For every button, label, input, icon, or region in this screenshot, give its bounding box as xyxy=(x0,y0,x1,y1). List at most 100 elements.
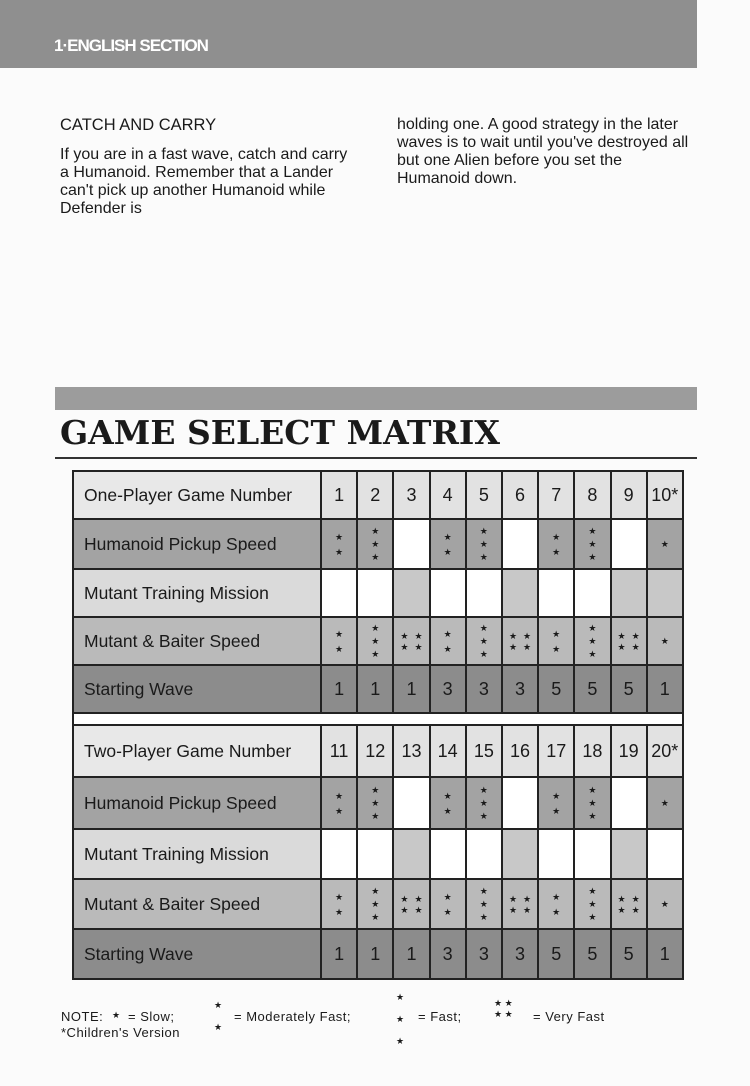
page-title: GAME SELECT MATRIX xyxy=(60,413,500,452)
matrix-cell: ★ ★ ★ xyxy=(575,520,612,568)
matrix-cell xyxy=(611,520,648,568)
matrix-cell xyxy=(322,830,359,878)
matrix-cell: 16 xyxy=(502,726,540,776)
note-prefix: NOTE: xyxy=(61,1009,104,1024)
row-label: Humanoid Pickup Speed xyxy=(74,520,322,568)
matrix-cell: ★ ★ ★ ★ xyxy=(611,880,648,928)
matrix-cell: ★ ★ ★ xyxy=(466,778,503,828)
speed-stars-icon: ★ ★ xyxy=(335,891,344,917)
star-slow-icon: ★ xyxy=(112,1010,121,1020)
matrix-cell xyxy=(611,570,648,616)
matrix-cell: ★ ★ xyxy=(539,520,576,568)
matrix-cell: 8 xyxy=(575,472,612,518)
matrix-cell: 15 xyxy=(466,726,503,776)
matrix-cell: 5 xyxy=(575,930,612,978)
matrix-cell xyxy=(394,830,431,878)
speed-stars-icon: ★ ★ xyxy=(552,891,561,917)
matrix-cell xyxy=(611,778,648,828)
matrix-cell xyxy=(322,570,359,616)
matrix-cell xyxy=(575,570,612,616)
speed-stars-icon: ★ ★ xyxy=(335,790,344,816)
speed-stars-icon: ★ ★ xyxy=(443,531,452,557)
matrix-cell: 7 xyxy=(539,472,576,518)
matrix-cell xyxy=(611,830,648,878)
row-label: Two-Player Game Number xyxy=(74,726,322,776)
matrix-cell: 1 xyxy=(394,930,431,978)
matrix-cell: 10* xyxy=(647,472,682,518)
matrix-row-wave: Starting Wave 1 1 1 3 3 3 5 5 5 1 xyxy=(74,666,682,714)
matrix-cell: 19 xyxy=(611,726,648,776)
article-column-1: CATCH AND CARRY If you are in a fast wav… xyxy=(60,116,360,218)
speed-stars-icon: ★ ★ xyxy=(552,531,561,557)
matrix-cell: ★ ★ xyxy=(430,778,467,828)
speed-stars-icon: ★ ★ ★ xyxy=(479,526,488,562)
speed-stars-icon: ★ ★ ★ xyxy=(588,623,597,659)
speed-stars-icon: ★ ★ ★ ★ xyxy=(617,630,640,652)
matrix-cell: 1 xyxy=(394,666,431,712)
matrix-row-baiter: Mutant & Baiter Speed ★ ★ ★ ★ ★ ★ ★ ★ ★ ★ ★ ★ ★ ★ ★ ★ ★ ★ ★… xyxy=(74,880,682,930)
speed-stars-icon: ★ ★ ★ xyxy=(479,623,488,659)
matrix-cell: 3 xyxy=(466,666,503,712)
matrix-row-game: Two-Player Game Number 11 12 13 14 15 16 17 18 19… xyxy=(74,726,682,778)
speed-stars-icon: ★ xyxy=(660,798,669,808)
matrix-cell: ★ ★ xyxy=(430,618,467,664)
matrix-row-pickup: Humanoid Pickup Speed ★ ★ ★ ★ ★ ★ ★ ★ ★ ★ ★ ★ ★ ★ ★ ★ xyxy=(74,520,682,570)
speed-stars-icon: ★ ★ xyxy=(552,628,561,654)
speed-stars-icon: ★ ★ ★ ★ xyxy=(400,630,423,652)
matrix-cell: ★ ★ ★ ★ xyxy=(611,618,648,664)
matrix-cell: ★ ★ ★ ★ xyxy=(394,618,431,664)
matrix-cell: 5 xyxy=(611,666,648,712)
matrix-cell: ★ ★ ★ xyxy=(358,778,395,828)
matrix-cell: 3 xyxy=(466,930,503,978)
row-label: Starting Wave xyxy=(74,666,322,712)
matrix-cell: ★ ★ xyxy=(430,520,467,568)
matrix-cell xyxy=(502,520,540,568)
matrix-cell: ★ ★ ★ xyxy=(466,880,503,928)
matrix-cell: 5 xyxy=(539,666,576,712)
speed-stars-icon: ★ ★ ★ xyxy=(588,526,597,562)
matrix-cell: 11 xyxy=(322,726,359,776)
section-header-band: 1·ENGLISH SECTION xyxy=(0,0,697,68)
note-fast: = Fast; xyxy=(418,1009,462,1024)
section-label: 1·ENGLISH SECTION xyxy=(54,36,209,55)
matrix-cell xyxy=(394,778,431,828)
matrix-cell xyxy=(539,830,576,878)
title-rule xyxy=(55,457,697,459)
matrix-cell: 3 xyxy=(430,666,467,712)
matrix-cell: 9 xyxy=(611,472,648,518)
row-label: Mutant Training Mission xyxy=(74,830,322,878)
matrix-cell: ★ ★ ★ xyxy=(358,880,395,928)
speed-stars-icon: ★ ★ ★ xyxy=(588,886,597,922)
matrix-cell xyxy=(466,570,503,616)
row-label: Mutant Training Mission xyxy=(74,570,322,616)
matrix-cell: 1 xyxy=(322,666,359,712)
star-moderately-fast-icon: ★ ★ xyxy=(214,1000,223,1032)
matrix-cell: 13 xyxy=(394,726,431,776)
matrix-cell: 5 xyxy=(466,472,503,518)
matrix-cell: ★ xyxy=(647,778,682,828)
matrix-cell: ★ ★ xyxy=(539,618,576,664)
note-slow: = Slow; xyxy=(128,1009,175,1024)
matrix-cell: 14 xyxy=(430,726,467,776)
speed-stars-icon: ★ ★ xyxy=(443,628,452,654)
matrix-cell: 3 xyxy=(502,930,540,978)
matrix-cell: 1 xyxy=(358,930,395,978)
matrix-cell: ★ ★ ★ xyxy=(358,618,395,664)
matrix-cell: ★ ★ ★ ★ xyxy=(502,618,540,664)
matrix-cell: ★ ★ xyxy=(430,880,467,928)
matrix-cell: ★ ★ xyxy=(322,880,359,928)
matrix-cell xyxy=(575,830,612,878)
speed-stars-icon: ★ ★ xyxy=(335,531,344,557)
speed-stars-icon: ★ xyxy=(660,636,669,646)
matrix-cell: ★ ★ ★ xyxy=(575,880,612,928)
game-select-matrix: One-Player Game Number 1 2 3 4 5 6 7 8 9 10* Humano… xyxy=(72,470,684,980)
matrix-cell: 18 xyxy=(575,726,612,776)
speed-stars-icon: ★ ★ ★ xyxy=(479,886,488,922)
row-label: Humanoid Pickup Speed xyxy=(74,778,322,828)
speed-stars-icon: ★ ★ ★ xyxy=(371,785,380,821)
row-label: Mutant & Baiter Speed xyxy=(74,880,322,928)
matrix-cell: 1 xyxy=(358,666,395,712)
speed-stars-icon: ★ ★ ★ ★ xyxy=(508,630,532,652)
matrix-cell: 6 xyxy=(502,472,540,518)
matrix-cell: 2 xyxy=(358,472,395,518)
